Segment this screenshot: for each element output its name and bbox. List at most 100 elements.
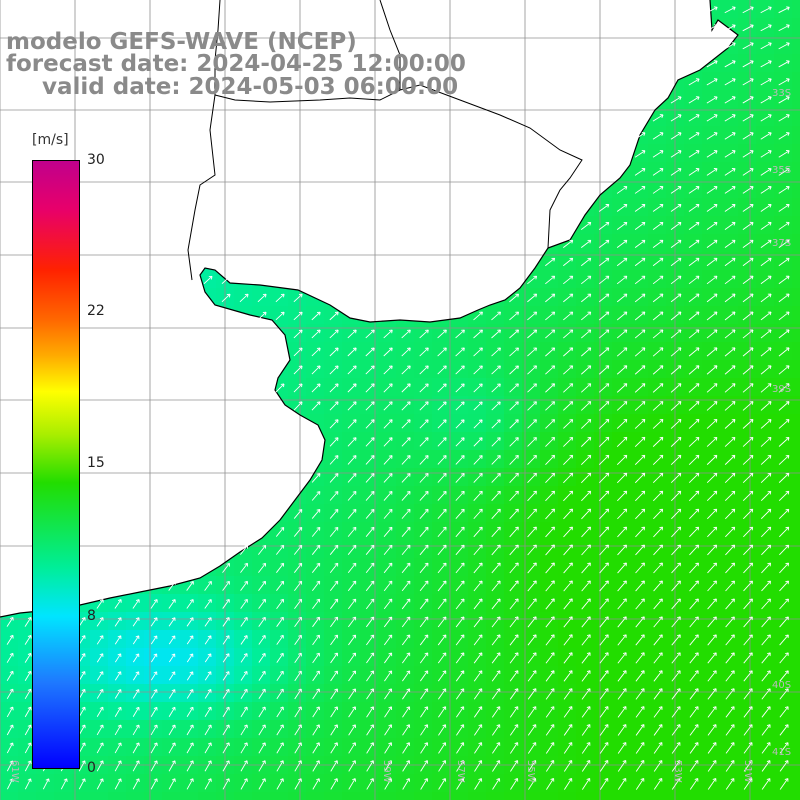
speed-cell — [198, 666, 217, 685]
speed-cell — [594, 216, 613, 235]
speed-cell — [558, 468, 577, 487]
wind-arrow — [652, 132, 664, 140]
speed-cell — [702, 720, 721, 739]
speed-cell — [594, 342, 613, 361]
speed-cell — [504, 396, 523, 415]
speed-cell — [306, 594, 325, 613]
wind-arrow — [670, 293, 682, 303]
speed-cell — [756, 396, 775, 415]
speed-cell — [306, 720, 325, 739]
speed-cell — [306, 738, 325, 757]
valid-date: valid date: 2024-05-03 06:00:00 — [42, 74, 459, 100]
speed-cell — [522, 684, 541, 703]
speed-cell — [720, 558, 739, 577]
speed-cell — [450, 378, 469, 397]
speed-cell — [378, 720, 397, 739]
speed-cell — [792, 54, 800, 73]
speed-cell — [504, 306, 523, 325]
speed-cell — [792, 198, 800, 217]
speed-cell — [702, 702, 721, 721]
speed-cell — [54, 774, 73, 793]
speed-cell — [360, 666, 379, 685]
speed-cell — [342, 468, 361, 487]
wind-arrow — [634, 186, 646, 194]
speed-cell — [738, 612, 757, 631]
wind-arrow — [293, 347, 303, 357]
lat-label: 39S — [772, 384, 791, 395]
speed-cell — [774, 54, 793, 73]
speed-cell — [720, 666, 739, 685]
wind-arrow — [742, 293, 754, 303]
wind-arrow — [527, 275, 538, 285]
speed-cell — [774, 18, 793, 37]
wind-arrow — [652, 239, 664, 249]
wind-arrow — [616, 186, 628, 194]
speed-cell — [756, 324, 775, 343]
wind-arrow — [221, 275, 231, 285]
speed-cell — [522, 432, 541, 451]
speed-cell — [234, 702, 253, 721]
wind-arrow — [688, 365, 700, 375]
wind-arrow — [365, 365, 375, 375]
speed-cell — [342, 558, 361, 577]
speed-cell — [630, 486, 649, 505]
speed-cell — [720, 198, 739, 217]
speed-cell — [342, 594, 361, 613]
coastline-path — [0, 0, 739, 618]
speed-cell — [774, 414, 793, 433]
speed-cell — [612, 738, 631, 757]
speed-cell — [360, 612, 379, 631]
wind-arrow — [311, 365, 321, 375]
wind-arrow — [742, 365, 754, 375]
speed-cell — [144, 684, 163, 703]
speed-cell — [594, 504, 613, 523]
speed-cell — [792, 324, 800, 343]
speed-cell — [396, 414, 415, 433]
wind-arrow — [580, 257, 592, 267]
wind-arrow — [778, 365, 790, 375]
speed-cell — [126, 702, 145, 721]
speed-cell — [198, 774, 217, 793]
speed-cell — [612, 504, 631, 523]
speed-cell — [720, 684, 739, 703]
wind-arrow — [724, 78, 736, 86]
speed-cell — [540, 288, 559, 307]
speed-cell — [648, 504, 667, 523]
speed-cell — [720, 594, 739, 613]
speed-cell — [612, 702, 631, 721]
wind-arrow — [670, 96, 682, 104]
speed-cell — [630, 342, 649, 361]
wind-arrow — [688, 311, 700, 321]
speed-cell — [648, 594, 667, 613]
wind-arrow — [760, 239, 772, 249]
speed-cell — [486, 432, 505, 451]
wind-arrow — [760, 168, 772, 176]
speed-cell — [756, 54, 775, 73]
speed-cell — [234, 738, 253, 757]
speed-cell — [360, 378, 379, 397]
speed-cell — [792, 738, 800, 757]
speed-cell — [18, 648, 37, 667]
speed-cell — [684, 216, 703, 235]
speed-cell — [720, 414, 739, 433]
wind-arrow — [347, 329, 357, 339]
wind-arrow — [257, 293, 267, 303]
speed-cell — [414, 594, 433, 613]
wind-arrow — [563, 347, 574, 357]
speed-cell — [504, 684, 523, 703]
speed-cell — [630, 288, 649, 307]
wind-arrow — [706, 186, 718, 194]
speed-cell — [684, 108, 703, 127]
wind-arrow — [724, 365, 736, 375]
speed-cell — [756, 612, 775, 631]
wind-arrow — [580, 329, 592, 339]
speed-cell — [702, 630, 721, 649]
wind-arrow — [688, 168, 700, 176]
speed-cell — [450, 324, 469, 343]
speed-cell — [720, 126, 739, 145]
speed-cell — [360, 774, 379, 793]
speed-cell — [18, 630, 37, 649]
speed-cell — [756, 504, 775, 523]
speed-cell — [540, 522, 559, 541]
speed-cell — [234, 558, 253, 577]
